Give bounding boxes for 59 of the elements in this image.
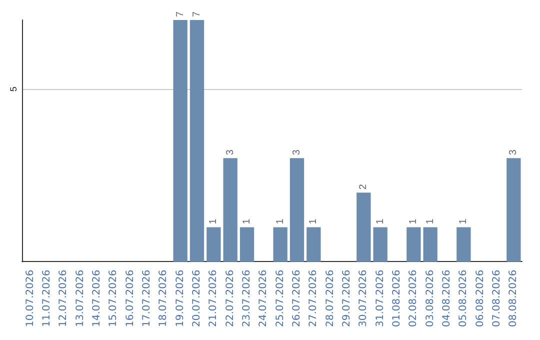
x-tick-label: 12.07.2026 [58,270,70,328]
bar [373,227,388,262]
data-label: 1 [208,218,220,224]
data-label: 3 [508,149,520,156]
x-tick-label: 03.08.2026 [424,270,436,328]
bar [306,227,321,262]
x-tick-label: 06.08.2026 [474,270,486,328]
x-tick-label: 20.07.2026 [192,270,202,328]
x-tick-label: 10.07.2026 [24,270,36,328]
x-tick-label: 30.07.2026 [358,270,370,328]
bar [173,20,188,262]
data-label: 7 [174,11,186,17]
x-tick-label: 04.08.2026 [442,270,452,328]
bar [406,227,421,262]
x-tick-label: 16.07.2026 [124,270,136,328]
data-label: 1 [424,218,436,224]
x-tick-label: 13.07.2026 [74,270,86,328]
x-tick-label: 26.07.2026 [292,270,302,328]
bar [506,158,521,262]
x-tick-label: 24.07.2026 [258,270,270,328]
data-label: 2 [358,184,370,190]
data-label: 3 [292,149,302,156]
bar [273,227,288,262]
bar [290,158,304,262]
x-tick-label: 21.07.2026 [208,270,220,328]
x-tick-label: 28.07.2026 [324,270,336,328]
bar [423,227,438,262]
data-label: 1 [308,218,320,224]
data-label: 3 [224,149,236,156]
bar [190,20,204,262]
data-label: 1 [242,218,252,224]
bar [206,227,221,262]
bar [240,227,254,262]
x-tick-label: 31.07.2026 [374,270,386,328]
x-tick-label: 14.07.2026 [92,270,102,328]
bar [456,227,471,262]
bar [223,158,238,262]
x-tick-label: 17.07.2026 [142,270,152,328]
x-tick-label: 18.07.2026 [158,270,170,328]
x-tick-label: 02.08.2026 [408,270,420,328]
data-label: 1 [408,218,420,224]
x-tick-label: 11.07.2026 [42,270,52,328]
x-tick-label: 29.07.2026 [342,270,352,328]
y-tick-label: 5 [8,86,18,92]
x-tick-label: 08.08.2026 [508,270,520,328]
x-tick-label: 25.07.2026 [274,270,286,328]
data-label: 1 [374,218,386,224]
x-tick-label: 15.07.2026 [108,270,120,328]
x-tick-label: 05.08.2026 [458,270,470,328]
data-label: 1 [274,218,286,224]
x-tick-label: 27.07.2026 [308,270,320,328]
x-tick-label: 01.08.2026 [392,270,402,328]
bar [356,192,371,262]
data-label: 1 [458,218,470,224]
x-tick-label: 23.07.2026 [242,270,252,328]
x-tick-label: 07.08.2026 [492,270,502,328]
x-tick-label: 19.07.2026 [174,270,186,328]
data-label: 7 [192,11,202,17]
x-tick-label: 22.07.2026 [224,270,236,328]
